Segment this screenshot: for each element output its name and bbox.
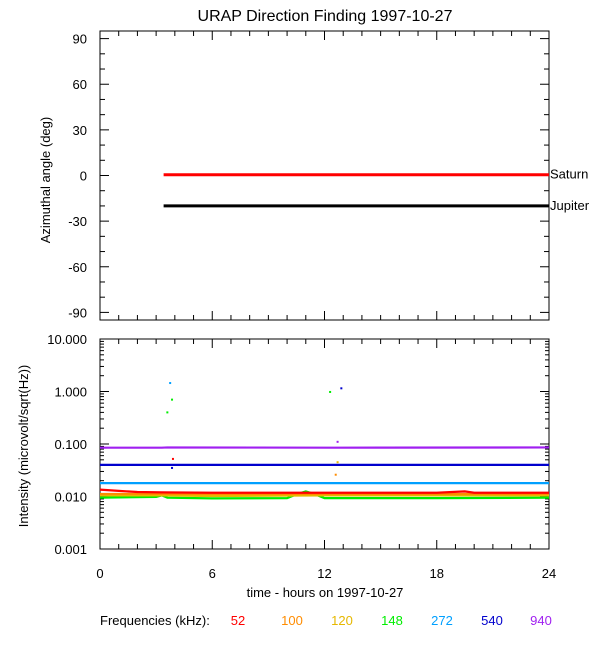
intensity-ytick-label: 0.100 xyxy=(54,437,87,452)
data-point-52khz xyxy=(171,457,174,460)
data-point-540khz xyxy=(171,466,174,469)
direction-ytick-label: -60 xyxy=(68,260,87,275)
intensity-xtick-label: 24 xyxy=(542,566,556,581)
series-label-saturn: Saturn xyxy=(550,167,588,182)
chart-title: URAP Direction Finding 1997-10-27 xyxy=(198,8,453,25)
intensity-ylabel: Intensity (microvolt/sqrt(Hz)) xyxy=(16,365,31,528)
legend-label: Frequencies (kHz): xyxy=(100,613,210,628)
intensity-ytick-label: 10.000 xyxy=(47,332,87,347)
data-point-940khz xyxy=(336,440,339,443)
intensity-ytick-label: 0.001 xyxy=(54,542,87,557)
intensity-xtick-label: 0 xyxy=(96,566,103,581)
frequency-legend: Frequencies (kHz): 52 100 120 148 272 540 940 xyxy=(100,613,552,628)
data-point-148khz xyxy=(171,398,174,401)
intensity-xtick-label: 12 xyxy=(317,566,331,581)
intensity-panel: Intensity (microvolt/sqrt(Hz)) time - ho… xyxy=(16,332,556,600)
intensity-ytick-label: 1.000 xyxy=(54,385,87,400)
legend-item-120khz: 120 xyxy=(331,613,353,628)
data-point-272khz xyxy=(169,382,172,385)
direction-ytick-label: 0 xyxy=(80,169,87,184)
legend-item-100khz: 100 xyxy=(281,613,303,628)
legend-item-940khz: 940 xyxy=(530,613,552,628)
intensity-xlabel: time - hours on 1997-10-27 xyxy=(247,585,404,600)
intensity-xtick-label: 6 xyxy=(209,566,216,581)
data-point-148khz xyxy=(329,390,332,393)
direction-ylabel: Azimuthal angle (deg) xyxy=(38,117,53,243)
intensity-ytick-label: 0.010 xyxy=(54,490,87,505)
direction-ytick-label: 30 xyxy=(73,123,87,138)
legend-item-540khz: 540 xyxy=(481,613,503,628)
series-line-52khz xyxy=(99,488,549,494)
series-label-jupiter: Jupiter xyxy=(550,198,590,213)
intensity-xtick-label: 18 xyxy=(430,566,444,581)
data-point-100khz xyxy=(334,473,337,476)
series-line-120khz xyxy=(100,494,549,498)
direction-panel: Azimuthal angle (deg) 90 60 30 0 -30 -60 -90 S… xyxy=(38,30,590,321)
intensity-plot-frame xyxy=(99,338,550,550)
direction-ytick-label: 90 xyxy=(73,32,87,47)
legend-item-148khz: 148 xyxy=(381,613,403,628)
direction-ytick-label: -30 xyxy=(68,214,87,229)
direction-ytick-label: -90 xyxy=(68,305,87,320)
legend-item-52khz: 52 xyxy=(231,613,245,628)
data-point-120khz xyxy=(336,461,339,464)
data-point-148khz xyxy=(166,411,169,414)
data-point-540khz xyxy=(340,387,343,390)
direction-ytick-label: 60 xyxy=(73,77,87,92)
legend-item-272khz: 272 xyxy=(431,613,453,628)
